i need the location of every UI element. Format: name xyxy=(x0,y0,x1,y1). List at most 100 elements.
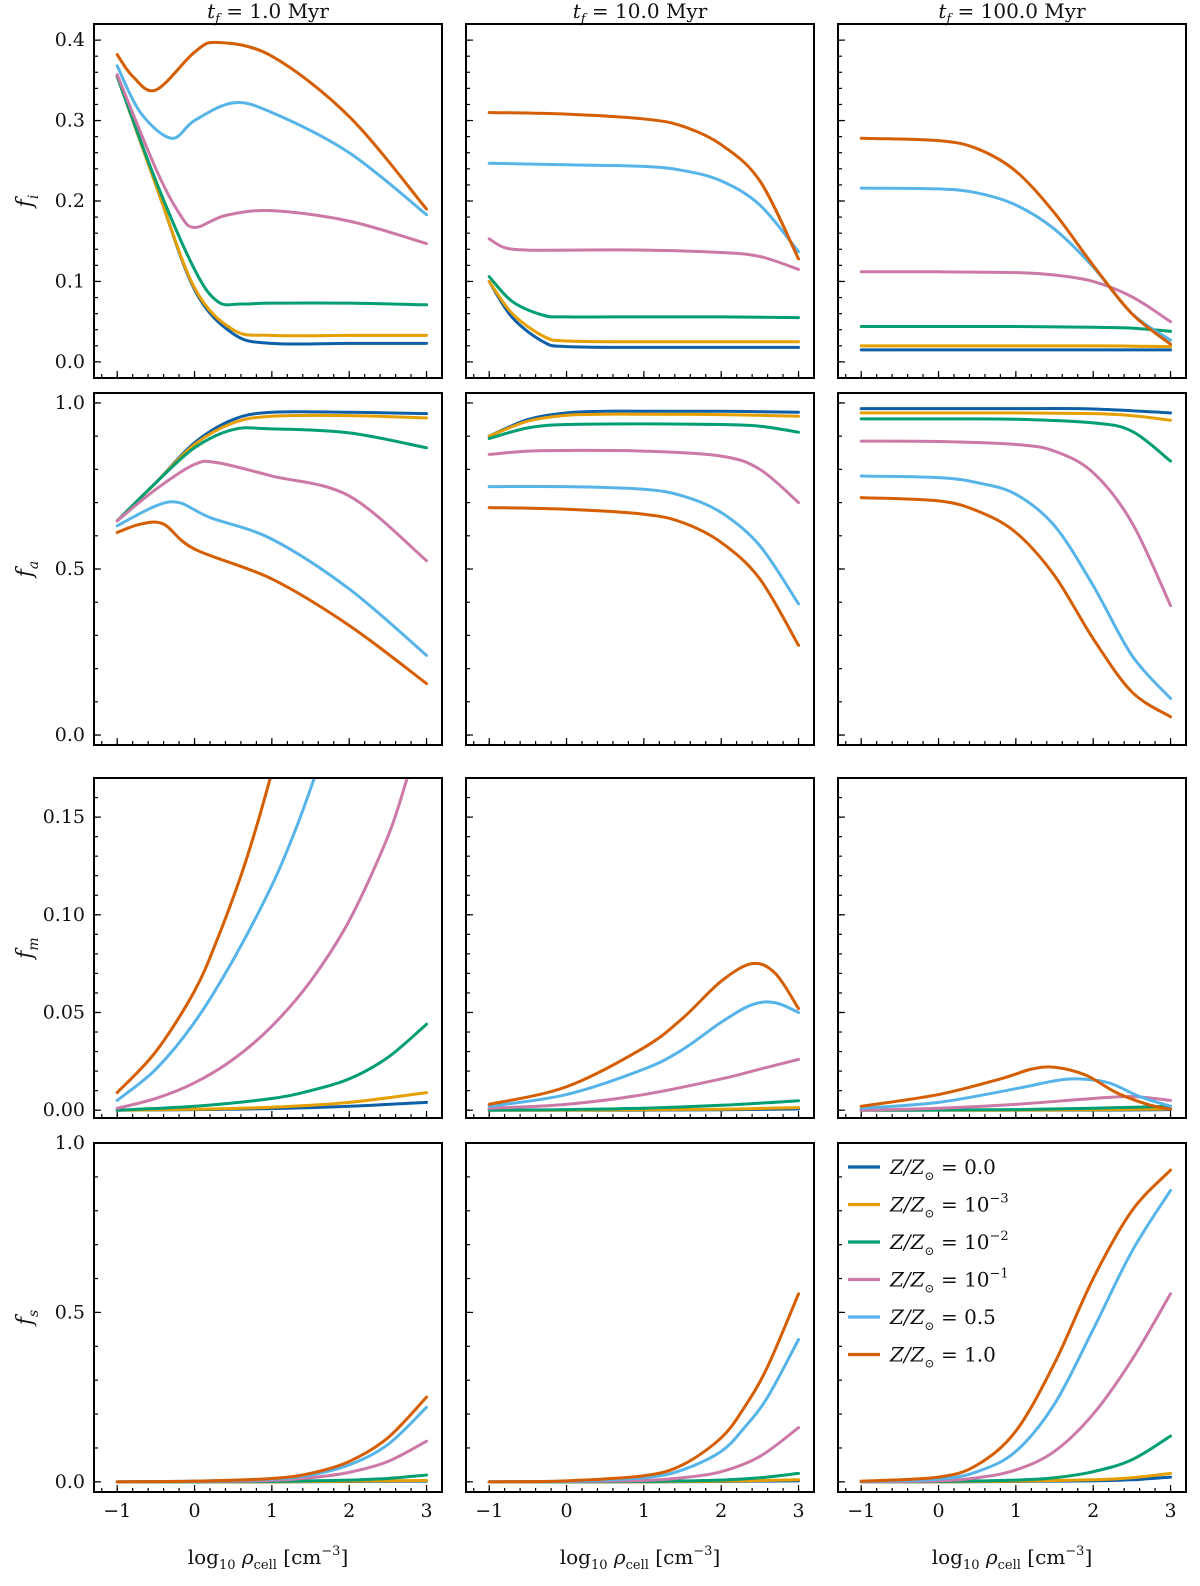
y-tick-label: 0.5 xyxy=(55,1301,85,1323)
y-tick-label: 0.0 xyxy=(55,351,85,373)
y-axis-label-row-3: fm xyxy=(13,937,42,960)
legend-label-Z0: Z/Z⊙ = 0.0 xyxy=(889,1155,996,1183)
series-line-Z1e-2 xyxy=(859,324,1173,333)
series-line-Z1e-1 xyxy=(115,778,409,1110)
series-line-Z1 xyxy=(115,40,429,211)
panel-r1-c2 xyxy=(465,23,815,379)
series-line-Z1 xyxy=(859,496,1173,719)
legend-label-Z1e-2: Z/Z⊙ = 10−2 xyxy=(889,1229,1009,1258)
panel-frame xyxy=(837,392,1187,746)
column-title-3: tf = 100.0 Myr xyxy=(938,0,1086,27)
y-tick-label: 0.3 xyxy=(55,110,85,132)
series-line-Z1e-1 xyxy=(115,1439,429,1484)
y-tick-label: 0.10 xyxy=(43,904,85,926)
series-line-Z1e-3 xyxy=(487,412,801,438)
y-tick-label: 0.2 xyxy=(55,190,85,212)
x-tick-label: 1 xyxy=(1010,1500,1022,1522)
y-tick-label: 0.05 xyxy=(43,1001,85,1023)
x-axis-label: log10 ρcell [cm−3] xyxy=(560,1544,721,1573)
series-line-Z1 xyxy=(859,136,1173,346)
legend-label-Z1: Z/Z⊙ = 1.0 xyxy=(889,1343,996,1371)
series-line-Z1e-2 xyxy=(487,422,801,440)
x-tick-label: 2 xyxy=(715,1500,727,1522)
x-tick-label: −1 xyxy=(475,1500,503,1522)
series-line-Z05 xyxy=(487,161,801,254)
series-line-Z1e-1 xyxy=(487,237,801,271)
panel-r1-c1: 0.0 0.1 0.2 0.3 0.4 xyxy=(55,23,443,379)
series-line-Z1e-3 xyxy=(115,1091,429,1112)
panel-r3-c3 xyxy=(837,777,1187,1119)
series-line-Z05 xyxy=(115,64,429,217)
panel-frame xyxy=(465,1142,815,1493)
panel-frame xyxy=(93,777,443,1119)
series-line-Z1e-1 xyxy=(115,73,429,246)
column-title-2: tf = 10.0 Myr xyxy=(573,0,708,27)
series-line-Z1 xyxy=(115,778,272,1095)
x-tick-label: 0 xyxy=(932,1500,944,1522)
series-line-Z1e-1 xyxy=(487,1426,801,1484)
series-line-Z1 xyxy=(487,961,801,1106)
panel-r2-c2 xyxy=(465,392,815,746)
panel-r3-c1: 0.00 0.05 0.10 0.15 xyxy=(43,777,443,1121)
x-tick-label: 1 xyxy=(638,1500,650,1522)
series-line-Z1e-2 xyxy=(115,74,429,307)
panel-frame xyxy=(837,777,1187,1119)
panel-r1-c3 xyxy=(837,23,1187,379)
series-line-Z1e-2 xyxy=(115,1022,429,1112)
x-tick-label: 1 xyxy=(266,1500,278,1522)
x-tick-label: 2 xyxy=(343,1500,355,1522)
series-line-Z05 xyxy=(115,500,429,657)
series-line-Z1e-3 xyxy=(859,411,1173,422)
panel-frame xyxy=(93,392,443,746)
series-line-Z05 xyxy=(115,778,316,1102)
series-line-Z05 xyxy=(859,1077,1173,1110)
series-line-Z05 xyxy=(859,474,1173,701)
series-line-Z1e-2 xyxy=(487,1099,801,1112)
series-line-Z1 xyxy=(487,1292,801,1484)
series-line-Z1e-3 xyxy=(115,74,429,338)
panel-frame xyxy=(93,1142,443,1493)
x-axis-label: log10 ρcell [cm−3] xyxy=(188,1544,349,1573)
panel-r4-c2: −1 0 1 2 3 log10 ρcell [cm−3] xyxy=(465,1142,815,1573)
y-tick-label: 0.4 xyxy=(55,29,85,51)
series-line-Z1 xyxy=(487,111,801,261)
series-line-Z1e-1 xyxy=(859,1094,1173,1112)
series-line-Z05 xyxy=(859,1188,1173,1483)
x-tick-label: 0 xyxy=(188,1500,200,1522)
series-line-Z1 xyxy=(859,1065,1173,1111)
y-tick-label: 1.0 xyxy=(55,392,85,414)
series-line-Z1e-1 xyxy=(859,270,1173,324)
series-line-Z1 xyxy=(487,506,801,647)
y-axis-label-row-4: fs xyxy=(13,1310,42,1327)
panel-frame xyxy=(465,23,815,379)
series-line-Z0 xyxy=(859,407,1173,415)
series-line-Z1 xyxy=(115,1395,429,1484)
x-tick-label: −1 xyxy=(847,1500,875,1522)
panel-r4-c3: −1 0 1 2 3 log10 ρcell [cm−3] xyxy=(837,1142,1187,1573)
series-line-Z1e-1 xyxy=(487,1057,801,1110)
series-line-Z1e-2 xyxy=(487,275,801,320)
panel-frame xyxy=(837,23,1187,379)
y-axis-label-row-1: fi xyxy=(13,195,42,210)
panel-r2-c1: 0.0 0.5 1.0 xyxy=(55,392,443,746)
series-line-Z1e-3 xyxy=(859,344,1173,349)
series-line-Z1e-2 xyxy=(859,417,1173,463)
x-tick-label: 3 xyxy=(420,1500,432,1522)
series-line-Z1e-1 xyxy=(487,448,801,505)
x-axis-label: log10 ρcell [cm−3] xyxy=(932,1544,1093,1573)
y-tick-label: 0.0 xyxy=(55,1471,85,1493)
legend-label-Z1e-3: Z/Z⊙ = 10−3 xyxy=(889,1192,1009,1221)
x-tick-label: 3 xyxy=(1164,1500,1176,1522)
series-line-Z1 xyxy=(115,520,429,686)
y-axis-label-row-2: fa xyxy=(13,561,42,580)
series-line-Z0 xyxy=(487,279,801,349)
legend: Z/Z⊙ = 0.0 Z/Z⊙ = 10−3 Z/Z⊙ = 10−2 Z/Z⊙ = 1… xyxy=(848,1155,1009,1371)
series-line-Z1 xyxy=(859,1168,1173,1483)
legend-label-Z05: Z/Z⊙ = 0.5 xyxy=(889,1305,996,1333)
panel-r4-c1: 0.0 0.5 1.0 −1 0 1 2 3 log10 ρcell [cm−3] xyxy=(55,1132,443,1573)
y-tick-label: 0.1 xyxy=(55,270,85,292)
legend-label-Z1e-1: Z/Z⊙ = 10−1 xyxy=(889,1267,1009,1296)
y-tick-label: 1.0 xyxy=(55,1132,85,1154)
panel-r2-c3 xyxy=(837,392,1187,746)
